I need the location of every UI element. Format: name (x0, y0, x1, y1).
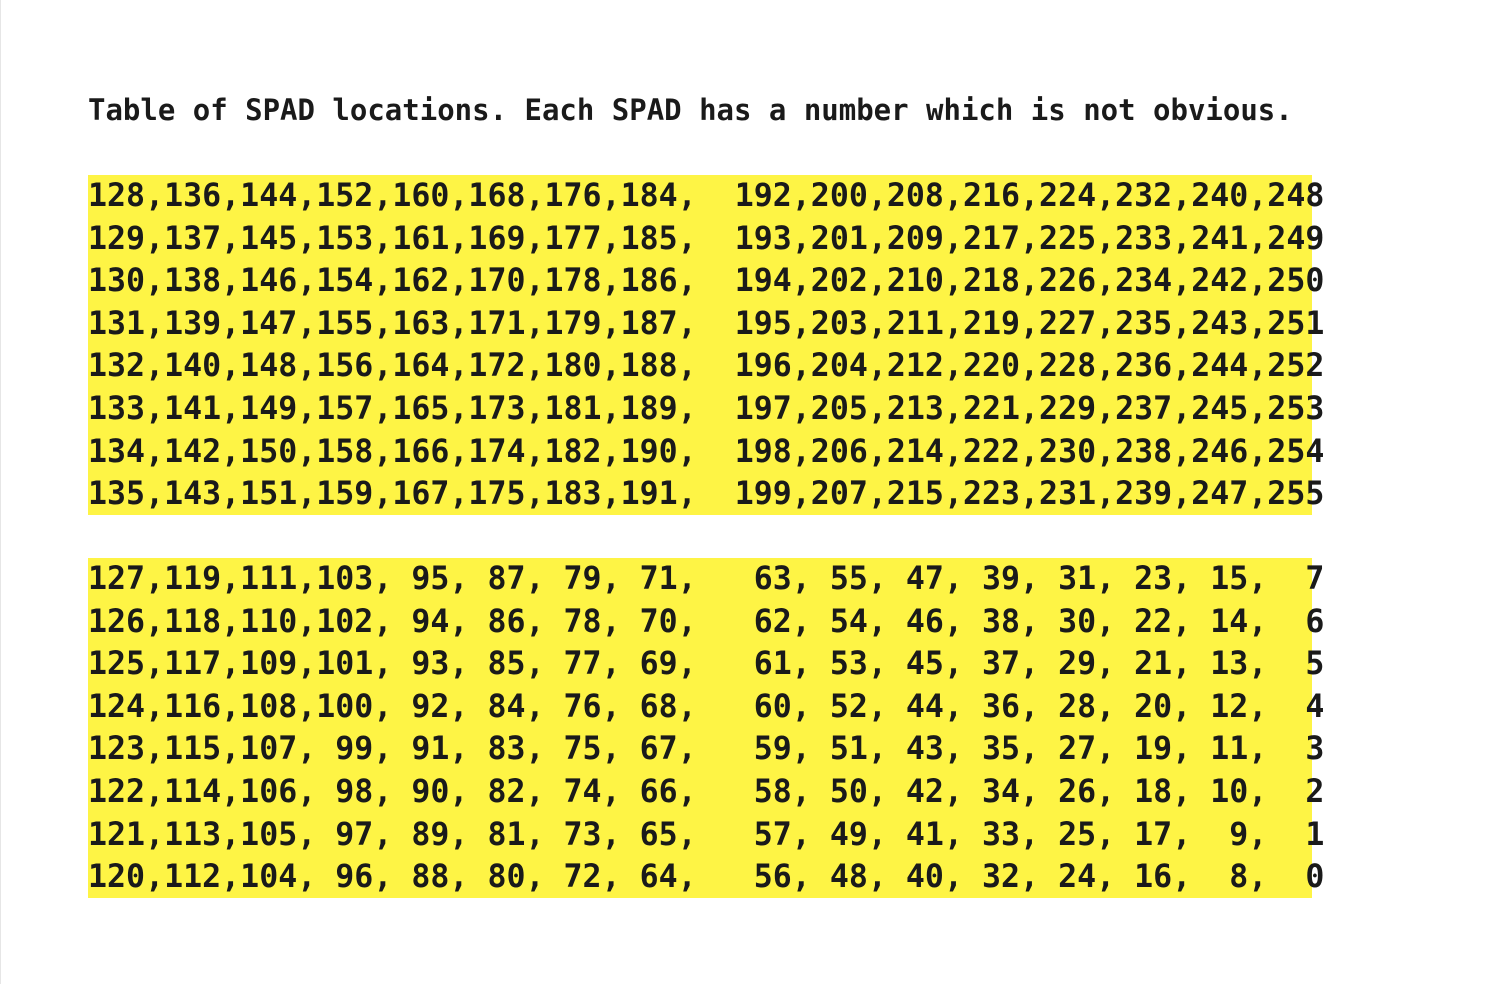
spad-row-bottom-5: 123,115,107, 99, 91, 83, 75, 67, 59, 51,… (88, 731, 1325, 768)
spad-row-bottom-6: 122,114,106, 98, 90, 82, 74, 66, 58, 50,… (88, 773, 1325, 810)
spad-row-bottom-8: 120,112,104, 96, 88, 80, 72, 64, 56, 48,… (88, 859, 1325, 896)
spad-row-top-3: 130,138,146,154,162,170,178,186, 194,202… (88, 263, 1325, 300)
spad-table-top: 128,136,144,152,160,168,176,184, 192,200… (88, 175, 1325, 515)
caption-text: Table of SPAD locations. Each SPAD has a… (88, 93, 1293, 127)
spad-table-bottom: 127,119,111,103, 95, 87, 79, 71, 63, 55,… (88, 558, 1325, 898)
spad-row-top-6: 133,141,149,157,165,173,181,189, 197,205… (88, 390, 1325, 427)
spad-row-top-5: 132,140,148,156,164,172,180,188, 196,204… (88, 348, 1325, 385)
spad-row-bottom-2: 126,118,110,102, 94, 86, 78, 70, 62, 54,… (88, 603, 1325, 640)
spad-row-top-4: 131,139,147,155,163,171,179,187, 195,203… (88, 305, 1325, 342)
spad-row-bottom-7: 121,113,105, 97, 89, 81, 73, 65, 57, 49,… (88, 816, 1325, 853)
spad-row-bottom-3: 125,117,109,101, 93, 85, 77, 69, 61, 53,… (88, 646, 1325, 683)
spad-row-top-1: 128,136,144,152,160,168,176,184, 192,200… (88, 178, 1325, 214)
spad-row-bottom-4: 124,116,108,100, 92, 84, 76, 68, 60, 52,… (88, 688, 1325, 725)
spad-row-bottom-1: 127,119,111,103, 95, 87, 79, 71, 63, 55,… (88, 561, 1325, 597)
spad-row-top-8: 135,143,151,159,167,175,183,191, 199,207… (88, 476, 1325, 513)
spad-row-top-2: 129,137,145,153,161,169,177,185, 193,201… (88, 220, 1325, 257)
spad-row-top-7: 134,142,150,158,166,174,182,190, 198,206… (88, 433, 1325, 470)
